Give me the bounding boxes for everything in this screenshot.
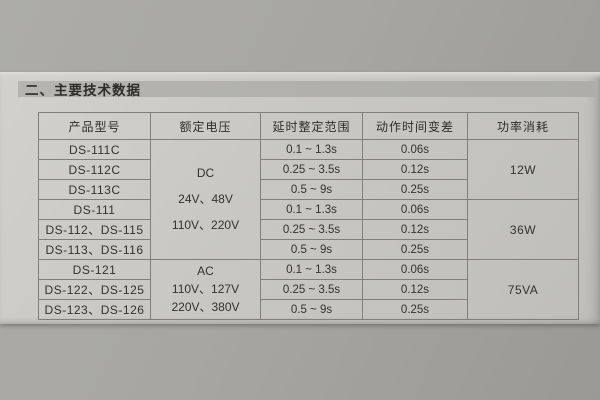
table-row: DS-121 AC 110V、127V 220V、380V 0.1 ~ 1.3s… — [38, 259, 579, 320]
header-power: 功率消耗 — [467, 112, 579, 140]
voltage-line: 220V、380V — [171, 300, 240, 314]
delay-range-cell: 0.1 ~ 1.3s — [260, 199, 363, 220]
table-row: DS-111C DC 24V、48V 110V、220V 0.1 ~ 1.3s … — [38, 139, 579, 260]
time-variation-cell: 0.12s — [362, 219, 468, 240]
model-cell: DS-111 — [38, 199, 151, 220]
power-cell: 75VA — [467, 259, 579, 320]
table-row: DS-122、DS-125 0.25 ~ 3.5s 0.12s — [38, 279, 579, 300]
section-title-band: 二、主要技术数据 — [18, 81, 597, 98]
model-cell: DS-121 — [38, 259, 151, 280]
delay-range-cell: 0.25 ~ 3.5s — [260, 279, 363, 300]
model-cell: DS-122、DS-125 — [38, 279, 151, 300]
time-variation-cell: 0.12s — [362, 279, 468, 300]
header-model: 产品型号 — [38, 112, 151, 140]
delay-range-cell: 0.1 ~ 1.3s — [260, 139, 363, 160]
power-cell: 36W — [467, 199, 579, 260]
model-cell: DS-123、DS-126 — [38, 299, 151, 320]
power-cell: 12W — [467, 139, 579, 200]
time-variation-cell: 0.12s — [362, 159, 468, 180]
delay-range-cell: 0.25 ~ 3.5s — [260, 219, 363, 240]
voltage-cell-ac: AC 110V、127V 220V、380V — [150, 259, 261, 320]
time-variation-cell: 0.25s — [362, 179, 468, 200]
voltage-line: 110V、220V — [171, 218, 240, 232]
table-row: DS-113C 0.5 ~ 9s 0.25s — [38, 179, 579, 200]
model-cell: DS-113C — [38, 179, 151, 200]
time-variation-cell: 0.06s — [362, 139, 468, 160]
time-variation-cell: 0.06s — [362, 259, 468, 280]
model-cell: DS-111C — [38, 139, 151, 160]
delay-range-cell: 0.5 ~ 9s — [260, 179, 363, 200]
time-variation-cell: 0.25s — [362, 299, 468, 320]
model-cell: DS-113、DS-116 — [38, 239, 151, 260]
delay-range-cell: 0.25 ~ 3.5s — [260, 159, 363, 180]
section-title: 二、主要技术数据 — [25, 83, 141, 98]
model-cell: DS-112C — [38, 159, 151, 180]
voltage-line: 110V、127V — [171, 282, 240, 296]
voltage-line: 24V、48V — [178, 192, 233, 206]
voltage-line: AC — [197, 264, 214, 278]
voltage-cell-dc: DC 24V、48V 110V、220V — [150, 139, 261, 260]
header-rated-voltage: 额定电压 — [150, 112, 261, 140]
voltage-lines: DC 24V、48V 110V、220V — [152, 166, 260, 232]
table-row: DS-123、DS-126 0.5 ~ 9s 0.25s — [38, 299, 579, 320]
table-row: DS-111 0.1 ~ 1.3s 0.06s 36W — [38, 199, 579, 260]
time-variation-cell: 0.25s — [362, 239, 468, 260]
header-delay-range: 延时整定范围 — [260, 112, 363, 140]
table-row: DS-113、DS-116 0.5 ~ 9s 0.25s — [38, 239, 579, 260]
delay-range-cell: 0.5 ~ 9s — [260, 299, 363, 320]
time-variation-cell: 0.06s — [362, 199, 468, 220]
tech-data-table: 产品型号 额定电压 延时整定范围 动作时间变差 功率消耗 DS-111C DC … — [38, 112, 579, 320]
delay-range-cell: 0.5 ~ 9s — [260, 239, 363, 260]
delay-range-cell: 0.1 ~ 1.3s — [260, 259, 363, 280]
header-row: 产品型号 额定电压 延时整定范围 动作时间变差 功率消耗 — [38, 112, 579, 140]
header-time-variation: 动作时间变差 — [362, 112, 468, 140]
voltage-line: DC — [196, 166, 215, 180]
voltage-lines: AC 110V、127V 220V、380V — [152, 264, 260, 314]
paper-sheet: 二、主要技术数据 产品型号 额定电压 延时整定范围 动作时间变差 功率消耗 DS… — [0, 72, 600, 324]
model-cell: DS-112、DS-115 — [38, 219, 151, 240]
